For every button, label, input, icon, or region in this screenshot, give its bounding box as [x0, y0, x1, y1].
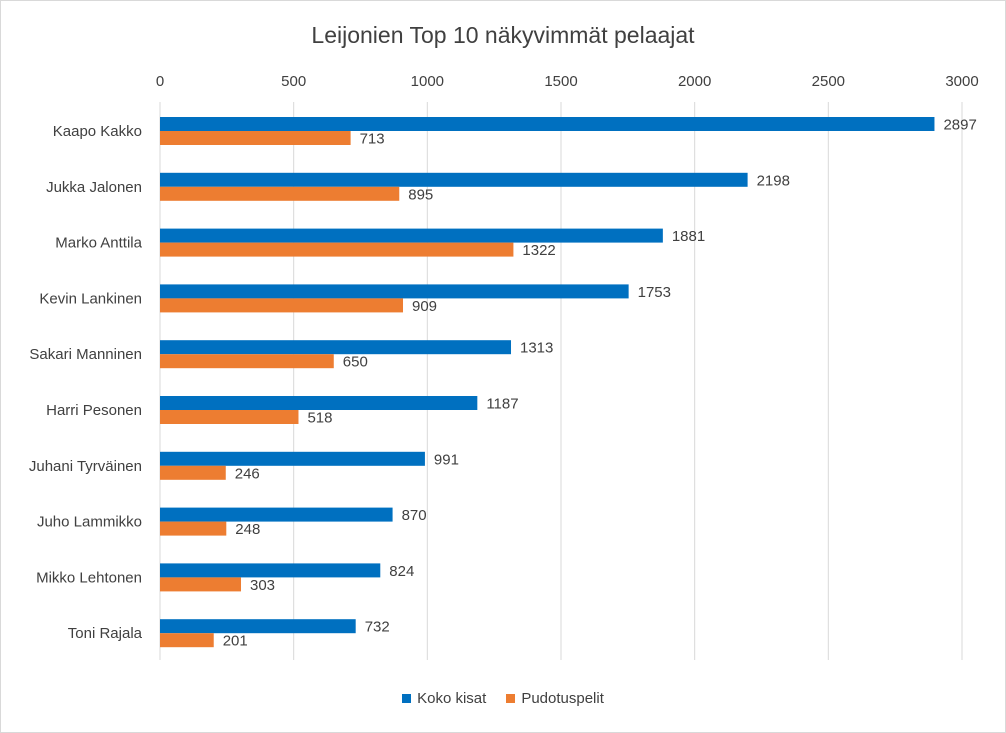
data-label: 248: [235, 521, 260, 538]
bar-pudotuspelit: [160, 410, 299, 424]
data-label: 518: [307, 410, 332, 427]
x-tick-label: 0: [156, 73, 164, 90]
data-label: 1881: [672, 228, 705, 245]
data-label: 201: [223, 633, 248, 650]
legend: Koko kisat Pudotuspelit: [0, 690, 1006, 707]
bar-pudotuspelit: [160, 521, 227, 536]
category-label: Marko Anttila: [55, 235, 142, 252]
bar-koko-kisat: [160, 507, 393, 522]
bar-koko-kisat: [160, 228, 663, 243]
x-tick-label: 2500: [812, 73, 845, 90]
bar-pudotuspelit: [160, 465, 226, 480]
bar-koko-kisat: [160, 451, 425, 466]
x-tick-label: 1500: [544, 73, 577, 90]
legend-swatch: [402, 694, 412, 703]
data-label: 732: [365, 619, 390, 636]
data-label: 2897: [943, 117, 976, 134]
data-label: 246: [235, 465, 260, 482]
category-label: Kaapo Kakko: [53, 123, 142, 140]
bar-koko-kisat: [160, 117, 935, 131]
legend-label: Koko kisat: [417, 690, 487, 707]
bar-pudotuspelit: [160, 633, 214, 648]
data-label: 1753: [638, 284, 671, 301]
bar-koko-kisat: [160, 172, 748, 187]
bar-koko-kisat: [160, 619, 356, 634]
legend-label: Pudotuspelit: [521, 690, 604, 707]
data-label: 824: [389, 563, 414, 580]
category-label: Kevin Lankinen: [39, 290, 142, 307]
data-label: 991: [434, 451, 459, 468]
bar-koko-kisat: [160, 396, 478, 410]
category-label: Mikko Lehtonen: [36, 569, 142, 586]
bar-pudotuspelit: [160, 242, 514, 257]
chart-title: Leijonien Top 10 näkyvimmät pelaajat: [311, 22, 695, 48]
data-label: 909: [412, 298, 437, 315]
x-tick-label: 500: [281, 73, 306, 90]
data-label: 650: [343, 354, 368, 371]
data-label: 870: [402, 507, 427, 524]
bar-koko-kisat: [160, 563, 381, 578]
bar-pudotuspelit: [160, 354, 334, 369]
data-label: 303: [250, 577, 275, 594]
data-label: 1322: [522, 242, 555, 259]
category-label: Jukka Jalonen: [46, 179, 142, 196]
category-label: Harri Pesonen: [46, 402, 142, 419]
category-label: Toni Rajala: [68, 625, 143, 642]
legend-item: Koko kisat: [402, 690, 486, 707]
x-tick-label: 3000: [945, 73, 978, 90]
data-label: 2198: [757, 172, 790, 189]
bar-pudotuspelit: [160, 577, 242, 592]
bar-pudotuspelit: [160, 298, 404, 313]
data-label: 1187: [486, 396, 518, 413]
data-label: 1313: [520, 340, 553, 357]
x-tick-label: 2000: [678, 73, 711, 90]
category-label: Sakari Manninen: [29, 346, 142, 363]
x-tick-label: 1000: [411, 73, 444, 90]
bar-koko-kisat: [160, 340, 512, 355]
category-label: Juhani Tyrväinen: [29, 458, 142, 475]
legend-item: Pudotuspelit: [506, 690, 604, 707]
data-label: 895: [408, 186, 433, 203]
bar-pudotuspelit: [160, 186, 400, 201]
data-label: 713: [360, 131, 385, 148]
bar-koko-kisat: [160, 284, 629, 299]
legend-swatch: [506, 694, 516, 703]
category-label: Juho Lammikko: [37, 514, 142, 531]
bar-pudotuspelit: [160, 131, 351, 145]
